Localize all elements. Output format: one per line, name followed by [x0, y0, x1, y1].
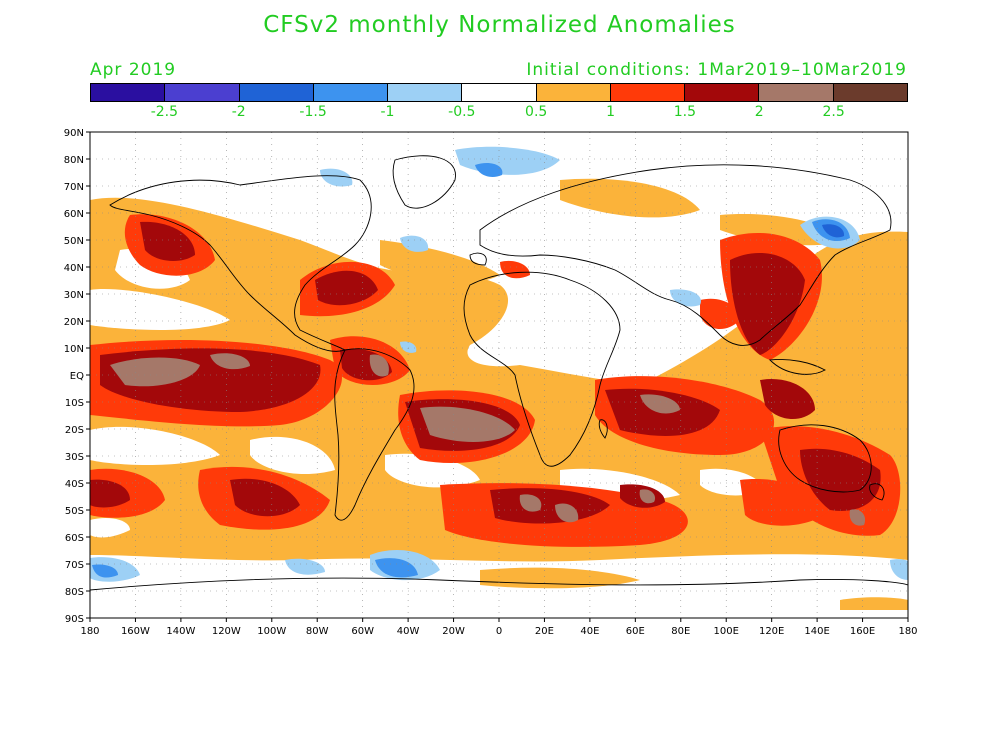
lon-label: 80W	[306, 626, 329, 637]
anomaly-band-neg1p5-neg2	[822, 224, 845, 238]
lon-label: 140E	[804, 626, 829, 637]
lat-label: 50N	[64, 236, 84, 247]
lat-label: 90N	[64, 128, 84, 139]
lon-label: 120W	[212, 626, 241, 637]
lon-label: 100W	[257, 626, 286, 637]
color-swatch	[833, 84, 907, 101]
lat-label: 70S	[65, 560, 84, 571]
lat-label: 60N	[64, 209, 84, 220]
color-scale-label: -0.5	[448, 104, 476, 120]
lon-label: 160W	[121, 626, 150, 637]
color-swatch	[313, 84, 389, 101]
color-scale-label: 2	[754, 104, 764, 120]
color-swatch	[388, 84, 463, 101]
lat-label: 50S	[65, 506, 84, 517]
lat-label: 30N	[64, 290, 84, 301]
lon-label: 0	[496, 626, 502, 637]
lon-label: 160E	[850, 626, 875, 637]
color-swatch	[759, 84, 834, 101]
lat-label: 80N	[64, 155, 84, 166]
lon-label: 40E	[580, 626, 599, 637]
color-scale-label: -2	[231, 104, 246, 120]
color-swatch	[610, 84, 686, 101]
lon-label: 180	[898, 626, 917, 637]
color-swatch	[239, 84, 314, 101]
lat-label: 10N	[64, 344, 84, 355]
lon-label: 100E	[714, 626, 739, 637]
color-swatch	[91, 84, 166, 101]
color-scale-label: -2.5	[150, 104, 179, 120]
color-scale-label: 1.5	[673, 104, 697, 120]
color-scale-label: 2.5	[822, 104, 845, 120]
lat-label: 40S	[65, 479, 84, 490]
color-scale-label: 1	[606, 104, 615, 120]
color-swatch	[536, 84, 611, 101]
lat-label: 90S	[65, 614, 84, 625]
lon-label: 180	[80, 626, 99, 637]
lat-label: 20N	[64, 317, 84, 328]
chart-title: CFSv2 monthly Normalized Anomalies	[263, 12, 736, 38]
coastlines	[90, 155, 908, 591]
lon-label: 20W	[442, 626, 465, 637]
lat-label: 80S	[65, 587, 84, 598]
color-scale-bar	[90, 83, 908, 102]
lon-label: 120E	[759, 626, 784, 637]
lat-label: 70N	[64, 182, 84, 193]
lon-label: 60W	[351, 626, 374, 637]
lat-label: EQ	[70, 371, 84, 382]
lat-label: 60S	[65, 533, 84, 544]
lat-label: 10S	[65, 398, 84, 409]
lat-label: 20S	[65, 425, 84, 436]
anomaly-field	[90, 146, 908, 610]
valid-month-label: Apr 2019	[90, 60, 177, 80]
lat-label: 30S	[65, 452, 84, 463]
axis-ticks	[86, 131, 909, 622]
lat-lon-grid	[90, 132, 908, 618]
latitude-labels: 90N 80N 70N 60N 50N 40N 30N 20N 10N EQ 10S 20S 30S 40…	[64, 128, 84, 625]
lon-label: 80E	[671, 626, 690, 637]
color-swatch	[165, 84, 240, 101]
color-scale-label: -1	[380, 104, 395, 120]
color-scale-label: 0.5	[525, 104, 548, 120]
lon-label: 40W	[397, 626, 420, 637]
lon-label: 20E	[535, 626, 554, 637]
color-swatch	[462, 84, 537, 101]
anomaly-band-2-2p5	[110, 353, 866, 526]
lon-label: 60E	[626, 626, 645, 637]
lat-label: 40N	[64, 263, 84, 274]
longitude-labels: 180 160W 140W 120W 100W 80W 60W 40W 20W 0 20E 40E 60…	[80, 626, 917, 637]
lon-label: 140W	[166, 626, 195, 637]
initial-conditions-label: Initial conditions: 1Mar2019–10Mar2019	[526, 60, 907, 80]
color-swatch	[685, 84, 760, 101]
color-scale-label: -1.5	[299, 104, 327, 120]
